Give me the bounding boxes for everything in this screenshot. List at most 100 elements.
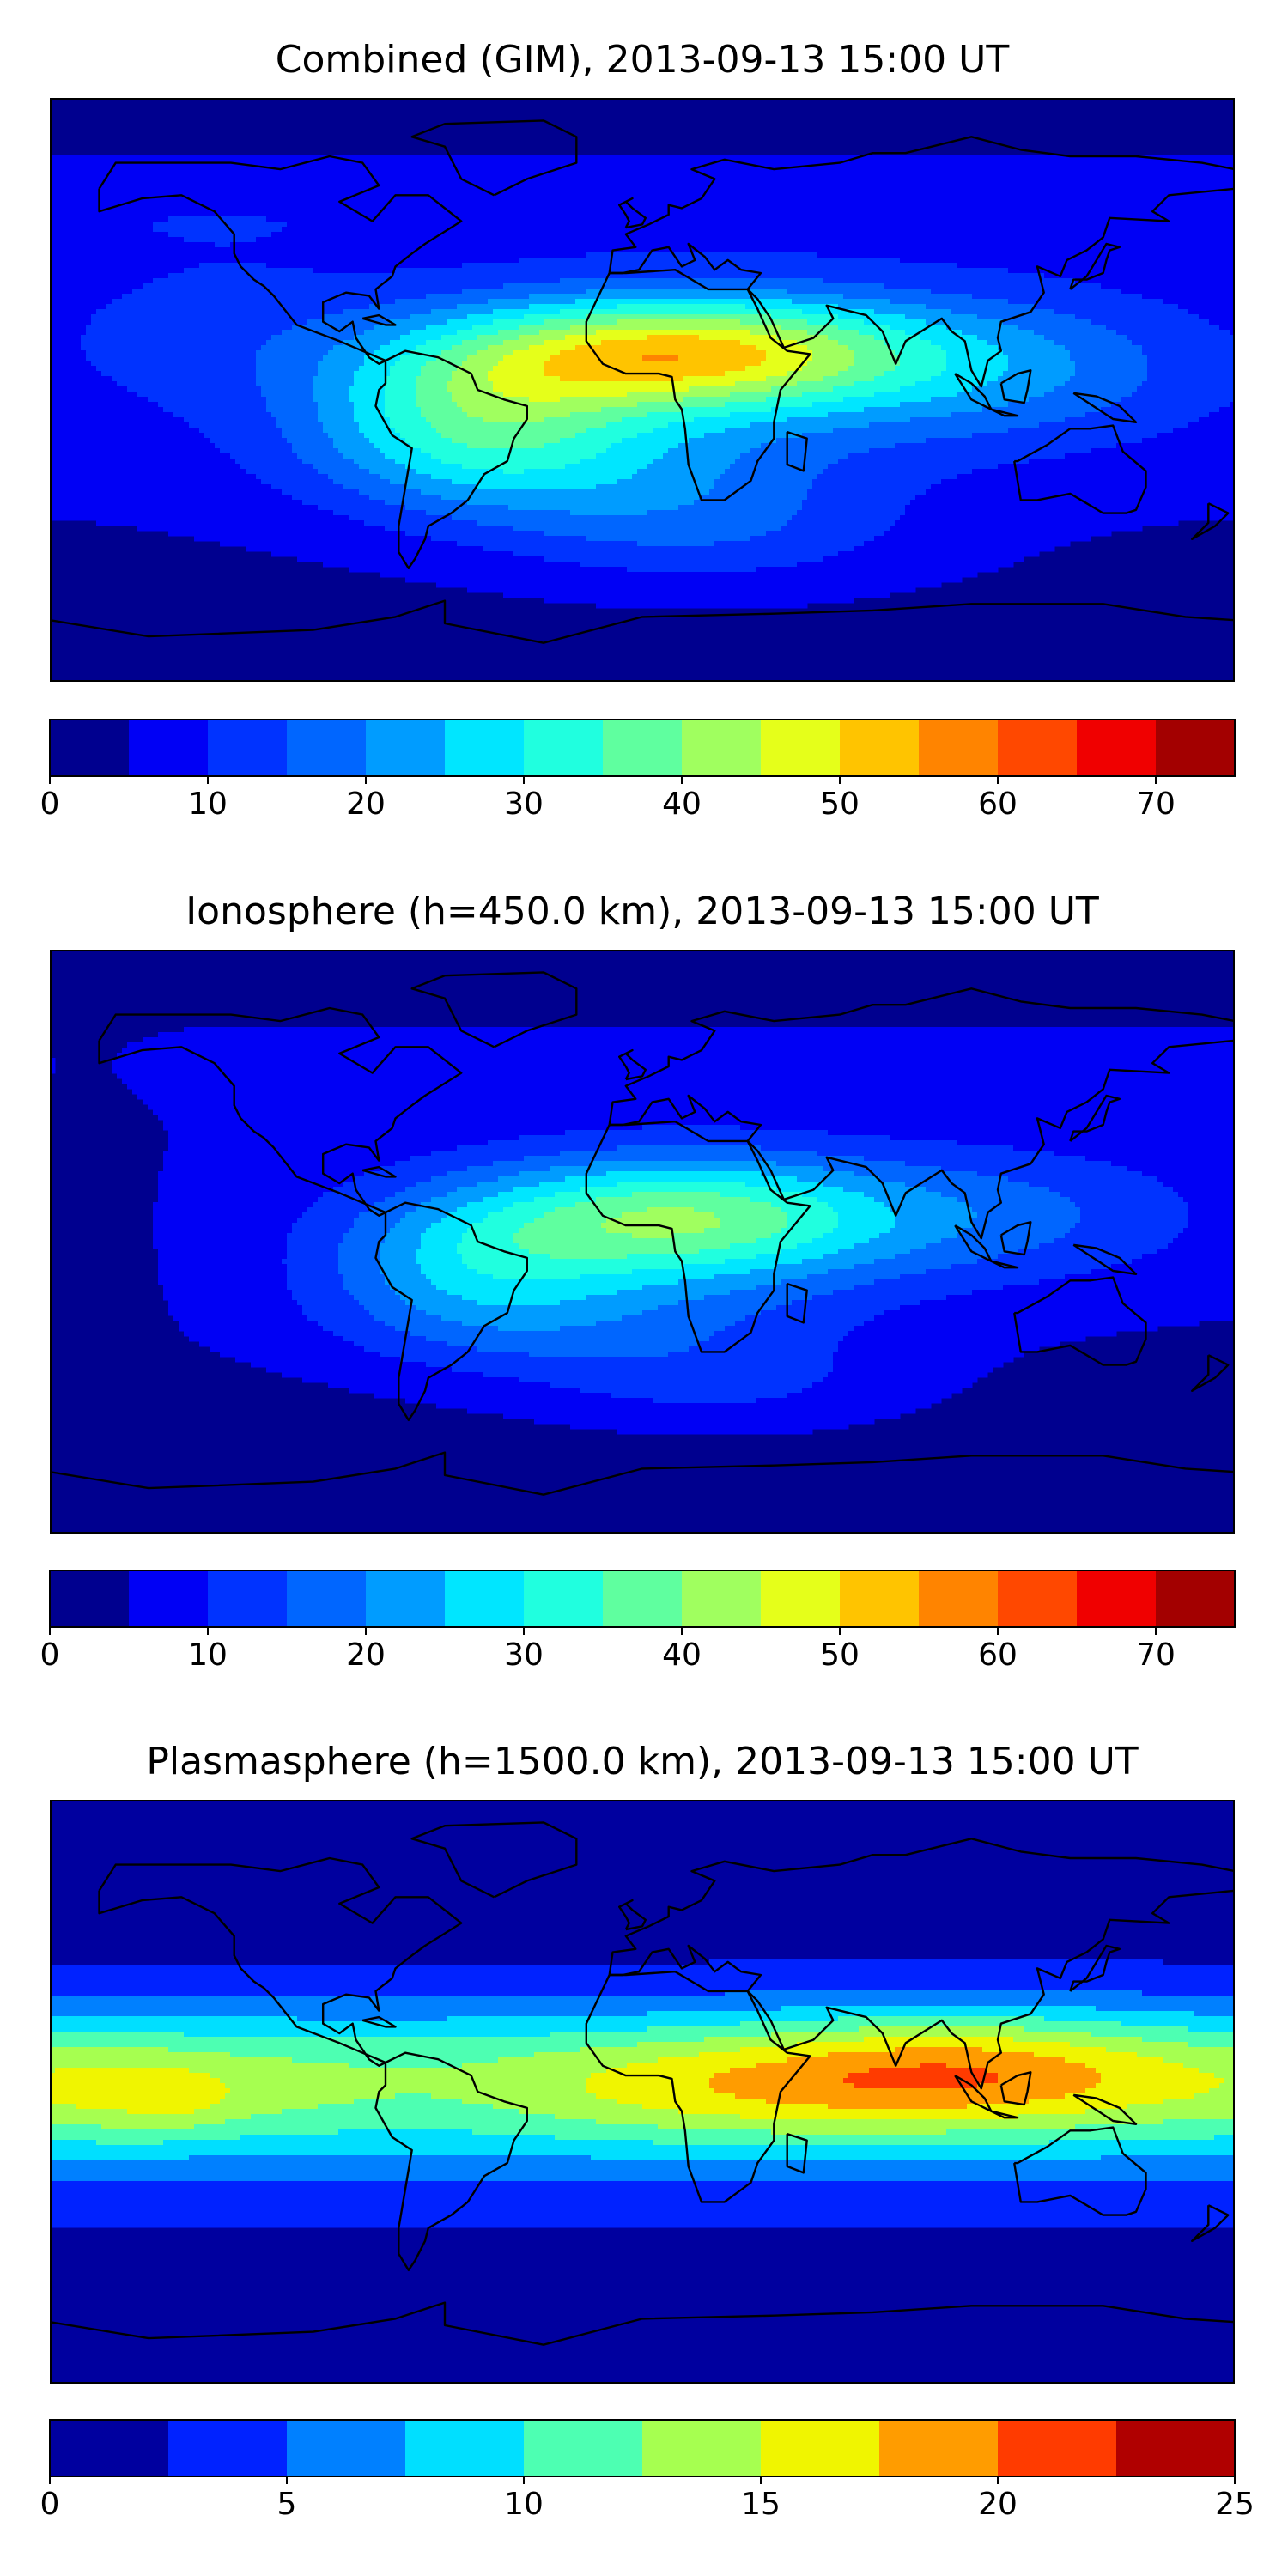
colorbar-segment [682, 720, 762, 776]
panel-title: Ionosphere (h=450.0 km), 2013-09-13 15:0… [185, 890, 1099, 933]
colorbar-tick-label: 70 [1136, 1637, 1176, 1673]
coastline [410, 1821, 578, 1899]
coastline [585, 1971, 811, 2203]
colorbar-segment [287, 1571, 367, 1627]
coastline [585, 269, 811, 501]
coastline [374, 349, 528, 569]
coastline [1072, 392, 1138, 423]
colorbar-segment [524, 1571, 604, 1627]
coastline [1069, 1094, 1121, 1142]
coastline [990, 408, 1019, 417]
coastline [410, 119, 578, 197]
colorbar-segment [642, 2420, 762, 2476]
coastline [50, 2301, 1235, 2346]
colorbar-segment [879, 2420, 999, 2476]
coastline [618, 197, 647, 229]
colorbar-segment [366, 720, 446, 776]
colorbar-segment [287, 720, 367, 776]
colorbar-segment [1077, 720, 1157, 776]
map-frame [50, 1800, 1235, 2384]
colorbar-segment [998, 1571, 1078, 1627]
colorbar-tick-label: 70 [1136, 787, 1176, 822]
colorbar-tick-label: 15 [741, 2487, 781, 2522]
coastline [990, 2110, 1019, 2119]
coastline [374, 1201, 528, 1421]
colorbar-tick-label: 10 [188, 787, 228, 822]
coastline [954, 373, 993, 410]
coastline [999, 2071, 1032, 2106]
colorbar-segment [168, 2420, 288, 2476]
coastline [954, 2075, 993, 2112]
coastline [990, 1260, 1019, 1269]
colorbar-tick-label: 10 [504, 2487, 544, 2522]
coastline [954, 1224, 993, 1262]
tec-map [50, 1800, 1235, 2384]
colorbar-tick-label: 30 [504, 787, 544, 822]
coastline [361, 1165, 397, 1178]
colorbar-segment [840, 1571, 920, 1627]
colorbar-tick-label: 25 [1215, 2487, 1255, 2522]
panel-title: Plasmasphere (h=1500.0 km), 2013-09-13 1… [146, 1740, 1139, 1783]
colorbar-segment [1077, 1571, 1157, 1627]
colorbar-frame [49, 2419, 1236, 2477]
contour-fill [50, 1027, 1235, 1435]
colorbar-segment [919, 720, 999, 776]
coastline [1191, 2204, 1230, 2242]
coastline [410, 971, 578, 1048]
coastline [1069, 1944, 1121, 1992]
colorbar-segment [50, 1571, 130, 1627]
coastline [999, 369, 1032, 404]
coastline [1013, 1276, 1147, 1366]
colorbar-segment [445, 1571, 525, 1627]
colorbar-segment [524, 720, 604, 776]
coastline [98, 1006, 463, 1217]
coastline [1072, 2093, 1138, 2125]
colorbar-segment [919, 1571, 999, 1627]
colorbar-segment [445, 720, 525, 776]
colorbar-tick-label: 60 [978, 787, 1018, 822]
colorbar-segment [761, 2420, 880, 2476]
coastline [585, 1121, 811, 1353]
colorbar-tick-label: 5 [277, 2487, 297, 2522]
map-frame [50, 950, 1235, 1534]
colorbar-segment [208, 1571, 288, 1627]
coastline [50, 599, 1235, 644]
coastline [98, 155, 463, 365]
tec-map [50, 98, 1235, 682]
colorbar-segment [1116, 2420, 1236, 2476]
colorbar-tick-label: 40 [662, 1637, 702, 1673]
tec-map [50, 950, 1235, 1534]
coastline [608, 987, 1235, 1240]
coastline [361, 2015, 397, 2028]
colorbar-tick-label: 0 [40, 787, 60, 822]
coastline [786, 1282, 808, 1324]
colorbar-segment [50, 720, 130, 776]
colorbar-segment [603, 720, 683, 776]
colorbar-segment [840, 720, 920, 776]
coastlines [50, 971, 1235, 1496]
colorbar-tick-label: 0 [40, 2487, 60, 2522]
coastline [786, 2132, 808, 2174]
coastline [1013, 2126, 1147, 2216]
colorbar-segment [50, 2420, 169, 2476]
panel-title: Combined (GIM), 2013-09-13 15:00 UT [275, 38, 1010, 82]
colorbar-tick-label: 60 [978, 1637, 1018, 1673]
coastline [374, 2051, 528, 2271]
colorbar-segment [366, 1571, 446, 1627]
contour-fill [50, 1959, 1235, 2228]
coastline [608, 1838, 1235, 2090]
coastline [618, 1048, 647, 1081]
colorbar-segment [405, 2420, 525, 2476]
coastline [1072, 1243, 1138, 1275]
colorbar-tick-label: 10 [188, 1637, 228, 1673]
colorbar-tick-label: 20 [978, 2487, 1018, 2522]
colorbar-tick-label: 20 [346, 1637, 386, 1673]
colorbar-segment [287, 2420, 406, 2476]
colorbar-frame [49, 1570, 1236, 1628]
colorbar-tick-label: 50 [820, 1637, 860, 1673]
coastlines [50, 119, 1235, 644]
colorbar: 0 10 20 30 40 50 60 70 [40, 1570, 1236, 1673]
coastline [1013, 424, 1147, 514]
coastline [1191, 502, 1230, 540]
colorbar-segment [998, 2420, 1117, 2476]
